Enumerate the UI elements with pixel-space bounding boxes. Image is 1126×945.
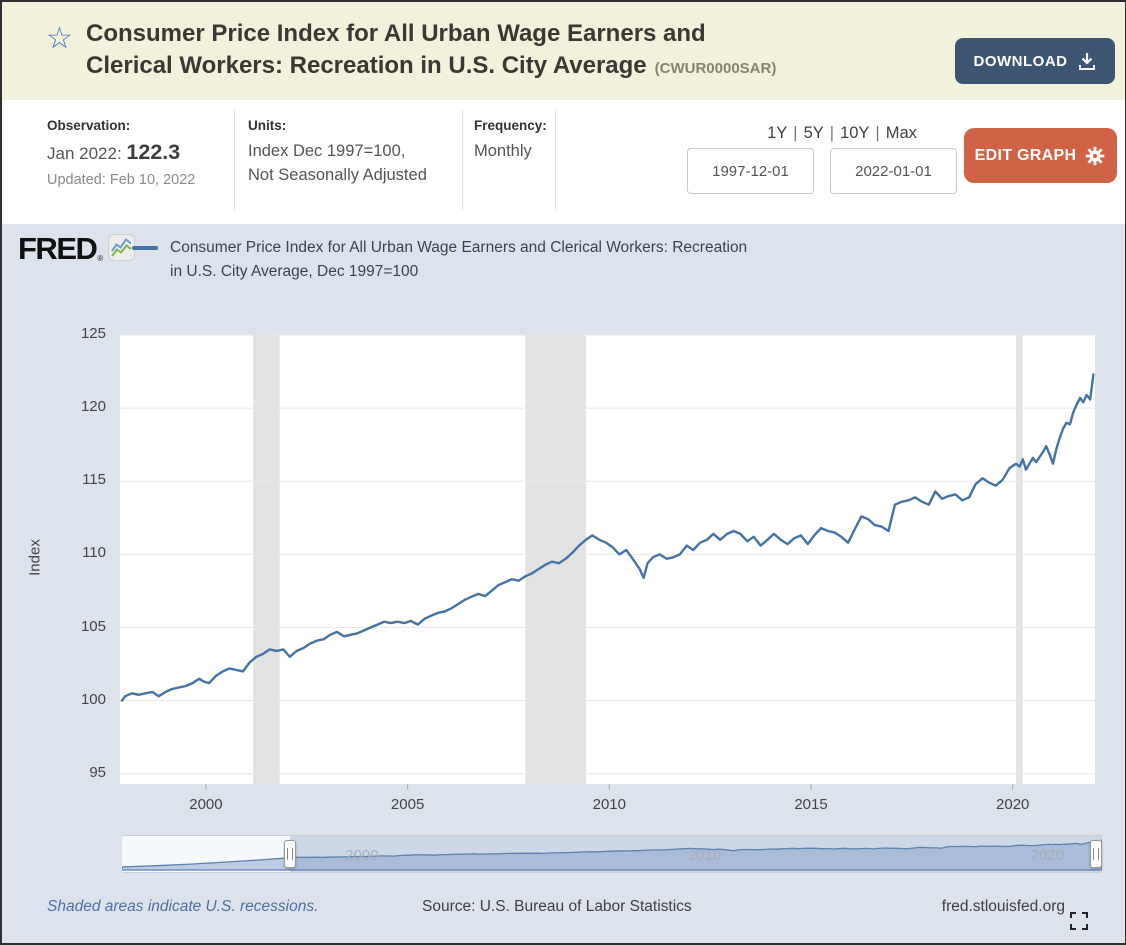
observation-number: 122.3 <box>126 140 181 164</box>
source-text: Source: U.S. Bureau of Labor Statistics <box>422 898 692 915</box>
download-icon <box>1078 53 1095 70</box>
start-date-input[interactable] <box>687 148 814 194</box>
graph-container: FRED ® Consumer Price Index for All Urba… <box>2 224 1126 945</box>
end-date-input[interactable] <box>830 148 957 194</box>
site-url: fred.stlouisfed.org <box>941 898 1065 915</box>
preset-5y[interactable]: 5Y <box>803 124 824 142</box>
line-chart[interactable] <box>2 224 1126 945</box>
edit-graph-button[interactable]: EDIT GRAPH <box>964 128 1117 183</box>
x-tick-label: 2010 <box>592 796 626 813</box>
x-tick-label: 2020 <box>996 796 1030 813</box>
preset-separator: | <box>875 124 880 142</box>
divider <box>555 110 556 210</box>
download-label: DOWNLOAD <box>973 52 1068 70</box>
units-label: Units: <box>248 118 287 133</box>
date-range-slider[interactable]: 2000 2010 2020 <box>122 835 1102 873</box>
download-button[interactable]: DOWNLOAD <box>955 38 1115 84</box>
series-title-line2: Clerical Workers: Recreation in U.S. Cit… <box>86 52 647 79</box>
recession-band <box>1015 335 1023 784</box>
series-id: (CWUR0000SAR) <box>654 60 777 77</box>
handle-grip <box>1093 848 1099 860</box>
y-tick-label: 110 <box>82 544 106 562</box>
slider-year-label: 2010 <box>687 847 722 864</box>
units-value: Index Dec 1997=100, Not Seasonally Adjus… <box>248 142 427 184</box>
gear-icon <box>1086 146 1105 165</box>
frequency-label: Frequency: <box>474 118 547 133</box>
data-line[interactable] <box>120 373 1095 702</box>
observation-updated: Updated: Feb 10, 2022 <box>47 172 196 188</box>
slider-year-label: 2000 <box>345 847 379 864</box>
observation-date: Jan 2022: <box>47 144 127 163</box>
slider-mini-chart <box>122 839 1102 871</box>
y-tick-label: 120 <box>80 398 106 416</box>
fred-logo-chart-icon <box>108 234 136 261</box>
observation-label: Observation: <box>47 118 131 133</box>
plot-area[interactable] <box>120 335 1095 784</box>
preset-10y[interactable]: 10Y <box>840 124 870 142</box>
series-header: ☆ Consumer Price Index for All Urban Wag… <box>2 2 1125 100</box>
frequency-value: Monthly <box>474 142 532 160</box>
x-tick-label: 2005 <box>390 796 425 813</box>
preset-separator: | <box>829 124 835 142</box>
observation-value: Jan 2022: 122.3 <box>47 140 232 165</box>
page-title: Consumer Price Index for All Urban Wage … <box>86 18 946 85</box>
slider-area-series <box>122 839 1102 871</box>
fullscreen-icon[interactable] <box>1068 910 1090 932</box>
recession-note-link[interactable]: Shaded areas indicate U.S. recessions. <box>47 898 319 915</box>
y-tick-label: 105 <box>80 617 106 635</box>
preset-separator: | <box>793 124 798 142</box>
favorite-star-icon[interactable]: ☆ <box>46 21 73 56</box>
preset-1y[interactable]: 1Y <box>767 124 788 142</box>
fred-logo-text: FRED <box>18 231 98 266</box>
date-range-presets: 1Y | 5Y | 10Y | Max <box>702 124 982 143</box>
fred-logo[interactable]: FRED ® <box>18 231 136 266</box>
y-tick-label: 100 <box>80 690 106 708</box>
frequency-block: Frequency: Monthly <box>474 118 554 164</box>
handle-grip <box>287 848 293 860</box>
legend-line-swatch <box>132 246 158 250</box>
edit-graph-label: EDIT GRAPH <box>974 146 1077 164</box>
preset-max[interactable]: Max <box>885 124 917 142</box>
slider-year-label: 2020 <box>1030 847 1064 864</box>
chart-legend: Consumer Price Index for All Urban Wage … <box>132 236 747 284</box>
observation-block: Observation: Jan 2022: 122.3 Updated: Fe… <box>47 118 232 188</box>
divider <box>462 110 463 210</box>
recession-band <box>253 335 280 784</box>
x-tick-label: 2000 <box>189 796 223 813</box>
y-tick-label: 95 <box>89 763 106 781</box>
registered-mark: ® <box>97 254 104 263</box>
recession-band <box>525 335 586 784</box>
x-tick-label: 2015 <box>794 796 828 813</box>
series-meta-bar: Observation: Jan 2022: 122.3 Updated: Fe… <box>2 100 1125 224</box>
units-block: Units: Index Dec 1997=100, Not Seasonall… <box>248 118 453 188</box>
y-tick-label: 115 <box>82 471 106 489</box>
divider <box>234 110 235 210</box>
y-tick-label: 125 <box>80 325 106 342</box>
legend-label: Consumer Price Index for All Urban Wage … <box>170 239 748 280</box>
slider-right-handle[interactable] <box>1090 840 1102 868</box>
slider-left-handle[interactable] <box>284 840 296 868</box>
series-title-line1: Consumer Price Index for All Urban Wage … <box>86 20 706 47</box>
